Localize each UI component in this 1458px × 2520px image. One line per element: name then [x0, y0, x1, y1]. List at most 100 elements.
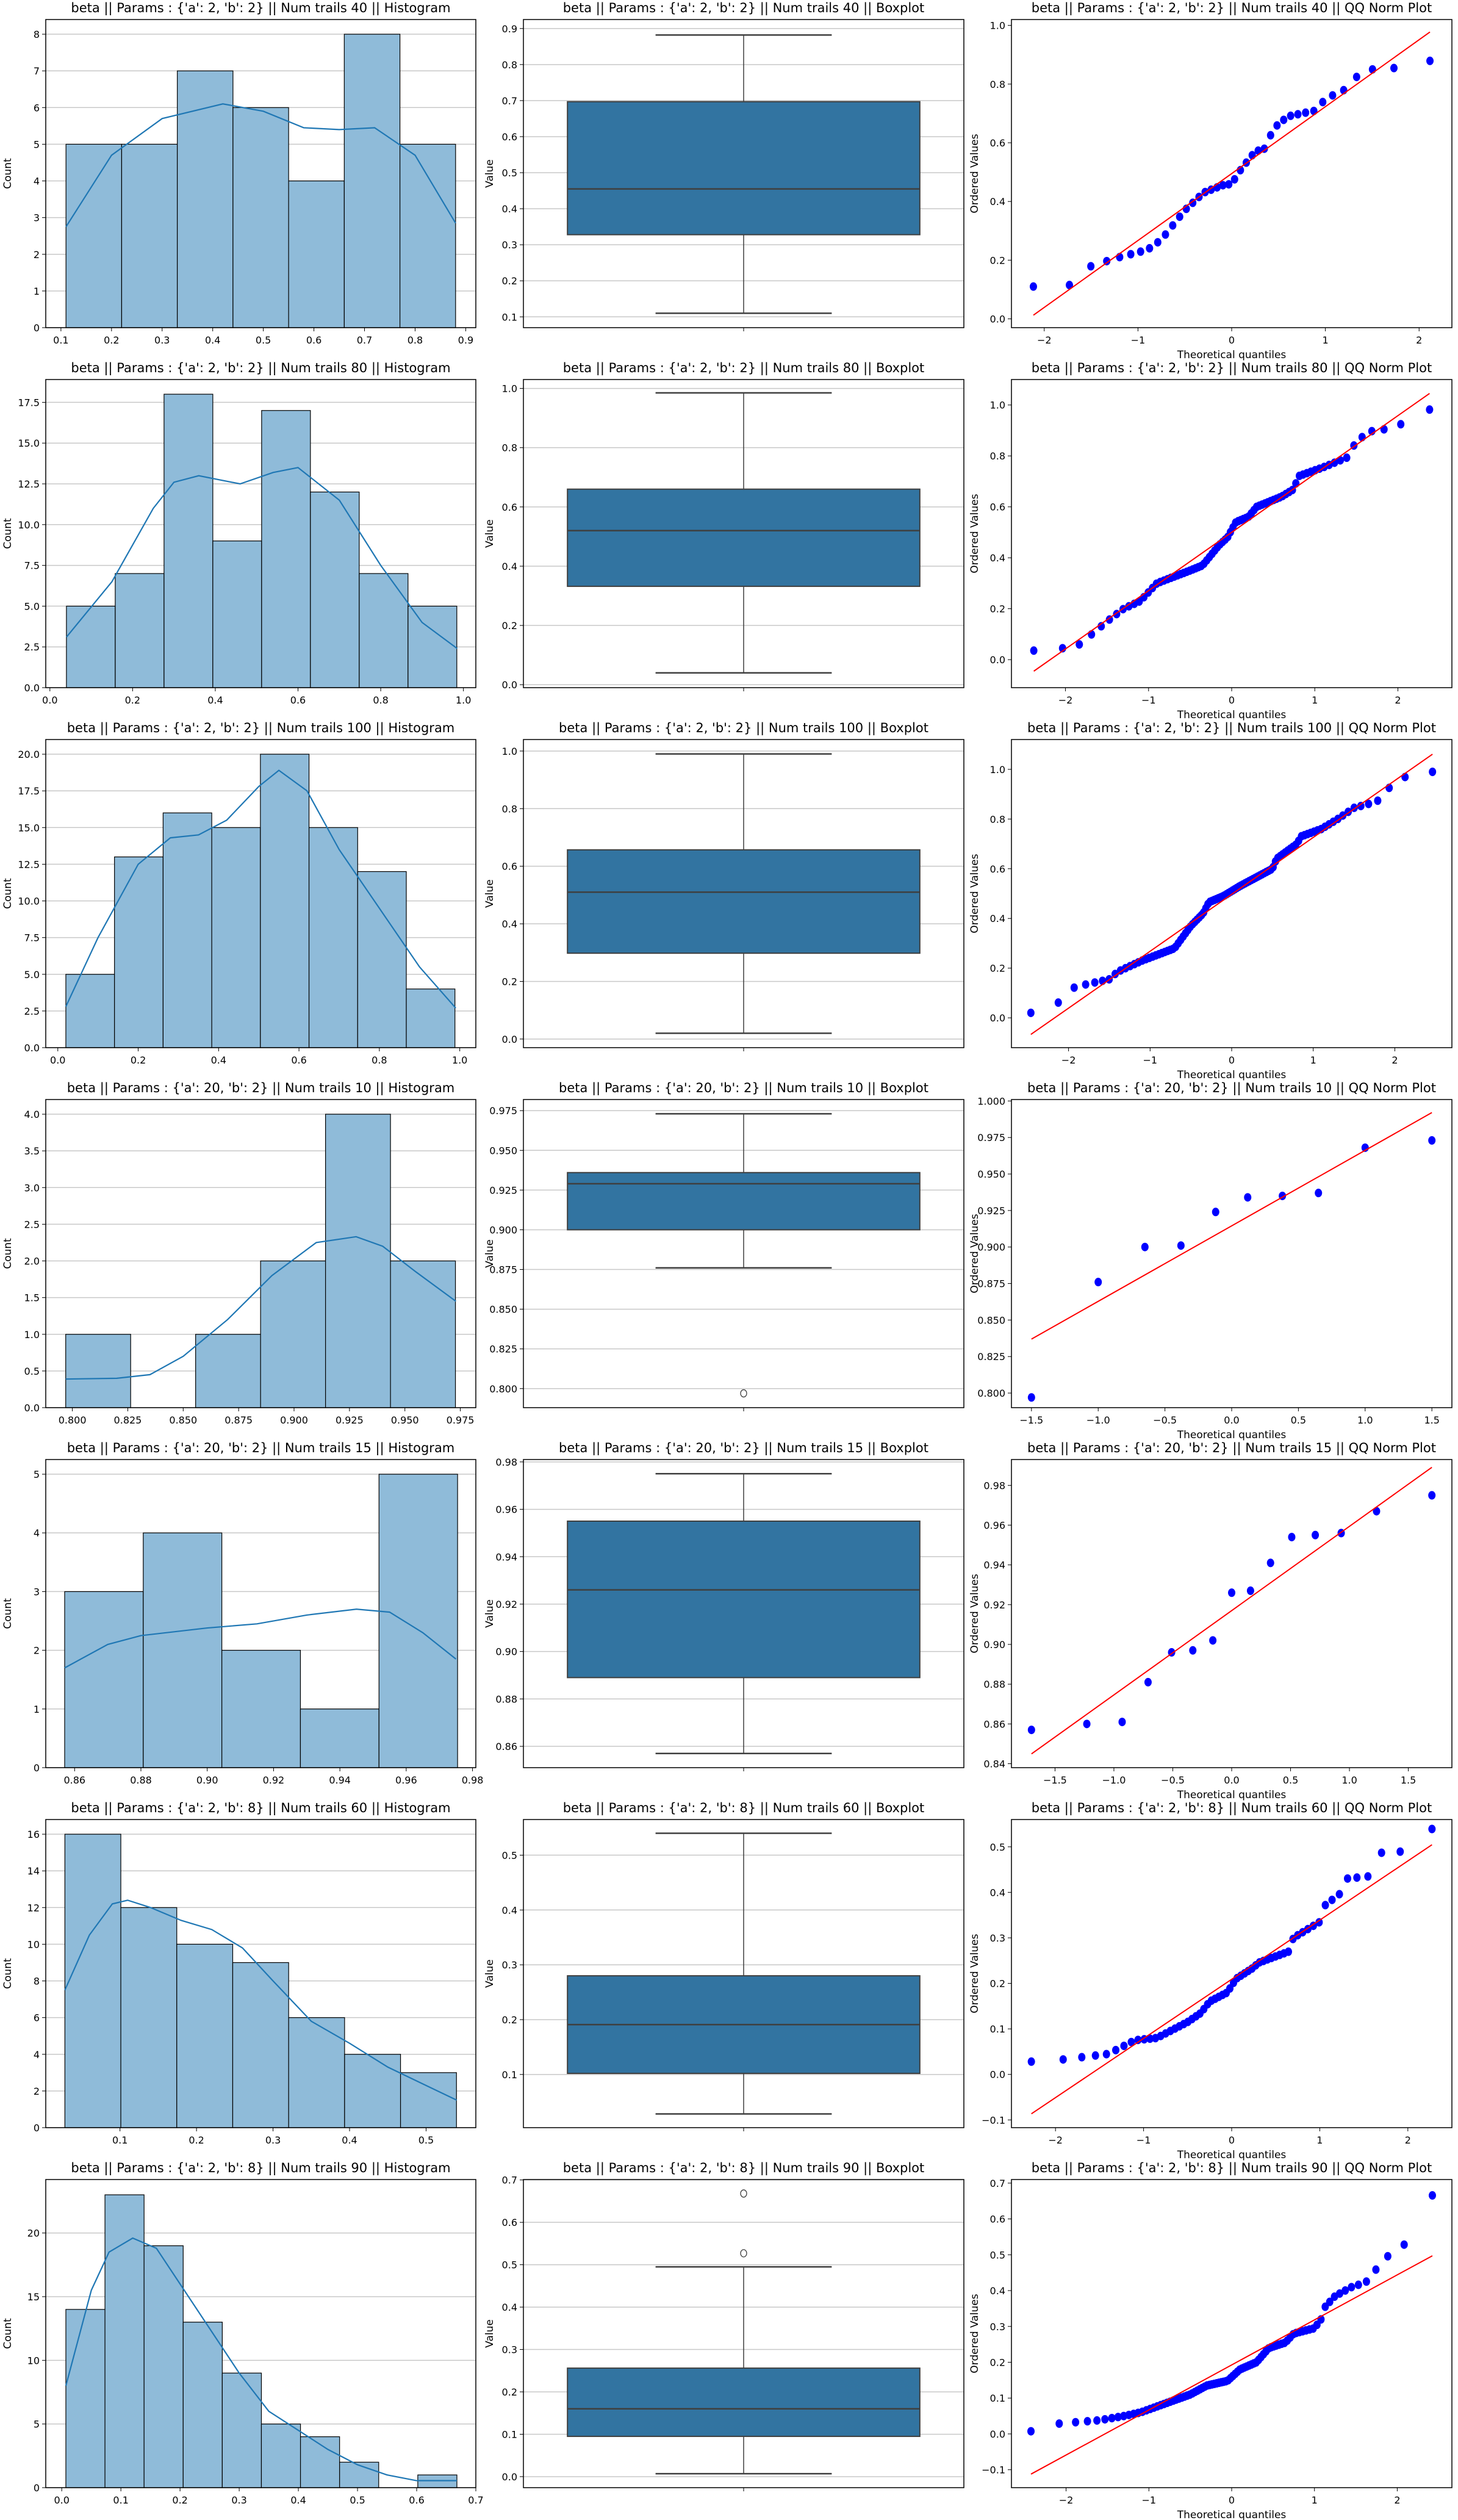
- histogram-xtick-label: 0.6: [291, 1054, 306, 1066]
- qq-plot-xtick-label: 2: [1392, 1054, 1398, 1066]
- qq-point: [1372, 2265, 1380, 2274]
- qq-plot-ytick-label: 0.5: [990, 1841, 1005, 1853]
- histogram-ylabel: Count: [2, 2318, 14, 2349]
- histogram-ytick-label: 0.5: [24, 1366, 40, 1377]
- qq-plot-xlabel: Theoretical quantiles: [1177, 1429, 1287, 1441]
- histogram-bar: [232, 107, 289, 328]
- qq-point: [1027, 1393, 1035, 1402]
- qq-fit-line: [1033, 31, 1431, 316]
- qq-plot-xtick-label: 1.0: [1341, 1774, 1357, 1786]
- boxplot-ytick-label: 0.1: [502, 311, 517, 323]
- qq-point: [1230, 175, 1238, 184]
- histogram-ytick-label: 8: [34, 29, 40, 40]
- qq-point: [1266, 1558, 1274, 1568]
- histogram-bar: [65, 143, 123, 328]
- histogram-ytick-label: 12.5: [18, 478, 40, 490]
- qq-point: [1111, 970, 1119, 979]
- boxplot-ytick-label: 0.88: [495, 1693, 517, 1705]
- boxplot-ytick-label: 0.2: [502, 2386, 517, 2398]
- boxplot-ytick-label: 0.4: [502, 2302, 517, 2313]
- histogram-ytick-label: 2: [34, 1645, 40, 1657]
- qq-point: [1365, 799, 1373, 808]
- histogram-xtick-label: 0.4: [205, 334, 220, 346]
- boxplot-ytick-label: 0.7: [502, 2175, 517, 2186]
- histogram-ytick-label: 14: [27, 1865, 40, 1877]
- qq-point: [1364, 1872, 1372, 1881]
- qq-point: [1266, 131, 1274, 140]
- qq-point: [1070, 983, 1078, 992]
- boxplot-ylabel: Value: [484, 159, 496, 188]
- qq-point: [1120, 2041, 1128, 2050]
- qq-plot-xtick-label: 0: [1229, 2134, 1235, 2146]
- qq-plot-xtick-label: 0.0: [1224, 1774, 1239, 1786]
- kde-curve: [66, 467, 458, 649]
- histogram-ytick-label: 2: [34, 249, 40, 261]
- qq-plot-title: beta || Params : {'a': 2, 'b': 2} || Num…: [1032, 361, 1432, 376]
- histogram-xtick-label: 0.0: [42, 694, 57, 706]
- qq-plot-xtick-label: 0: [1229, 334, 1235, 346]
- histogram-ytick-label: 4.0: [24, 1109, 40, 1120]
- qq-point: [1280, 115, 1288, 124]
- qq-plot-ytick-label: 0.6: [990, 137, 1005, 149]
- histogram-xtick-label: 0.975: [447, 1414, 475, 1426]
- qq-plot-xtick-label: 2: [1394, 2494, 1400, 2506]
- boxplot-ytick-label: 0.2: [502, 2014, 517, 2026]
- qq-point: [1337, 456, 1345, 465]
- histogram-xtick-label: 0.0: [54, 2494, 69, 2506]
- boxplot-ytick-label: 0.6: [502, 131, 517, 143]
- histogram-frame: [45, 1099, 476, 1408]
- qq-point: [1055, 2419, 1063, 2428]
- histogram-bar: [357, 871, 407, 1048]
- histogram-ytick-label: 3: [34, 212, 40, 224]
- boxplot-ytick-label: 0.5: [502, 1849, 517, 1861]
- qq-point: [1343, 1874, 1351, 1883]
- qq-plot-xtick-label: 1: [1312, 694, 1318, 706]
- histogram-bar: [300, 1708, 379, 1768]
- histogram-bar: [121, 143, 178, 328]
- histogram-ytick-label: 5.0: [24, 600, 40, 612]
- histogram-xtick-label: 0.98: [462, 1774, 484, 1786]
- kde-curve: [65, 2237, 457, 2482]
- boxplot-ylabel: Value: [484, 1959, 496, 1988]
- qq-point: [1315, 1189, 1323, 1198]
- histogram-ytick-label: 5: [34, 1469, 40, 1480]
- qq-point: [1127, 2037, 1135, 2047]
- histogram-ylabel: Count: [2, 878, 14, 909]
- histogram-ytick-label: 7: [34, 65, 40, 77]
- qq-plot-ytick-label: 0.8: [990, 813, 1005, 825]
- boxplot-ytick-label: 0.2: [502, 275, 517, 287]
- qq-plot-ytick-label: 0.88: [983, 1679, 1005, 1690]
- qq-plot-ytick-label: 0.3: [990, 2321, 1005, 2333]
- boxplot-ytick-label: 0.5: [502, 167, 517, 179]
- qq-point: [1054, 998, 1062, 1007]
- histogram-xtick-label: 0.2: [104, 334, 119, 346]
- qq-fit-line: [1033, 393, 1430, 672]
- histogram-xtick-label: 0.90: [196, 1774, 218, 1786]
- boxplot-ytick-label: 0.86: [495, 1741, 517, 1752]
- boxplot-title: beta || Params : {'a': 20, 'b': 2} || Nu…: [559, 1081, 928, 1096]
- qq-point: [1397, 420, 1405, 429]
- histogram-ytick-label: 0: [34, 2122, 40, 2134]
- histogram-xtick-label: 1.0: [456, 694, 471, 706]
- histogram-xtick-label: 0.5: [418, 2134, 434, 2146]
- histogram-ytick-label: 4: [34, 1527, 40, 1539]
- qq-plot-xtick-label: −2: [1048, 2134, 1063, 2146]
- qq-plot-frame: [1011, 1819, 1453, 2128]
- histogram-xtick-label: 1.0: [452, 1054, 467, 1066]
- qq-plot-ylabel: Ordered Values: [969, 854, 981, 933]
- histogram-bar: [221, 2372, 262, 2488]
- histogram-xtick-label: 0.96: [395, 1774, 417, 1786]
- histogram-xtick-label: 0.5: [350, 2494, 365, 2506]
- histogram-ytick-label: 20: [27, 2228, 40, 2239]
- histogram-xtick-label: 0.1: [112, 2134, 127, 2146]
- qq-plot-xtick-label: 1: [1316, 2134, 1323, 2146]
- qq-plot-ytick-label: 0.2: [990, 963, 1005, 974]
- boxplot-title: beta || Params : {'a': 2, 'b': 2} || Num…: [559, 721, 928, 736]
- qq-plot-title: beta || Params : {'a': 2, 'b': 8} || Num…: [1032, 2161, 1432, 2176]
- qq-plot-xtick-label: −1: [1137, 2134, 1151, 2146]
- histogram-bar: [211, 827, 261, 1048]
- qq-plot-xtick-label: −1.0: [1102, 1774, 1126, 1786]
- qq-plot-ytick-label: 0.96: [983, 1520, 1005, 1532]
- boxplot-ytick-label: 0.800: [489, 1383, 517, 1395]
- qq-point: [1335, 2289, 1343, 2298]
